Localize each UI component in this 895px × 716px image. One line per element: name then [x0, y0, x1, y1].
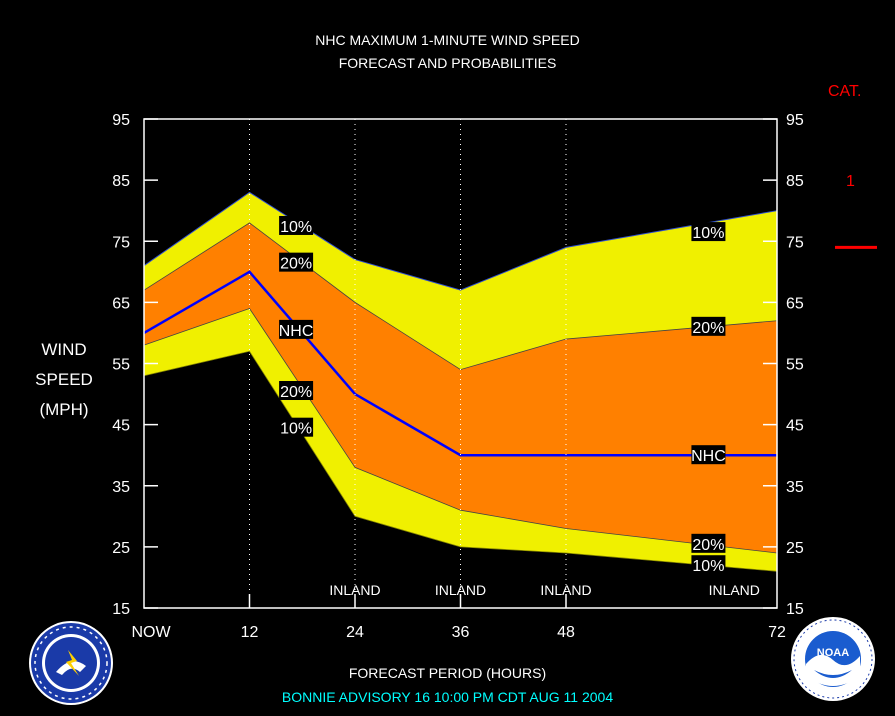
y-tick-label-left: 95 [112, 112, 130, 129]
y-tick-label-right: 25 [786, 540, 804, 557]
series-label-box [279, 215, 314, 235]
series-line-lower-10 [143, 350, 778, 572]
series-line-lower-20 [143, 308, 778, 554]
band-20pct [144, 222, 777, 553]
inland-label: INLAND [709, 582, 760, 598]
series-label: 20% [692, 537, 724, 554]
series-label-box [691, 533, 726, 553]
y-tick-label-left: 75 [112, 234, 130, 251]
x-tick-label: 72 [768, 624, 786, 641]
y-axis-label: (MPH) [39, 400, 88, 419]
noaa-logo: NOAA [790, 616, 876, 707]
series-label: 20% [280, 384, 312, 401]
chart-title-line1: NHC MAXIMUM 1-MINUTE WIND SPEED [315, 32, 580, 48]
category-value: 1 [846, 173, 855, 190]
y-tick-label-right: 45 [786, 418, 804, 435]
series-label-box [279, 319, 314, 339]
y-tick-label-left: 15 [112, 601, 130, 618]
series-line-nhc [143, 270, 777, 457]
series-label-box [691, 555, 726, 575]
series-label: NHC [279, 323, 314, 340]
series-label: 10% [280, 421, 312, 438]
y-axis-label: SPEED [35, 370, 93, 389]
x-axis-title: FORECAST PERIOD (HOURS) [348, 665, 547, 681]
inland-label: INLAND [540, 582, 591, 598]
series-label: 20% [280, 256, 312, 273]
y-tick-label-right: 95 [786, 112, 804, 129]
series-label-box [691, 445, 726, 465]
chart-title-line2: FORECAST AND PROBABILITIES [338, 55, 557, 71]
advisory-line: BONNIE ADVISORY 16 10:00 PM CDT AUG 11 2… [281, 689, 614, 705]
y-tick-label-left: 55 [112, 357, 130, 374]
y-tick-label-right: 75 [786, 234, 804, 251]
y-tick-label-right: 65 [786, 295, 804, 312]
series-line-upper-10 [143, 191, 778, 291]
y-tick-label-right: 15 [786, 601, 804, 618]
y-axis-label: WIND [41, 340, 86, 359]
inland-label: INLAND [329, 582, 380, 598]
series-label: 20% [692, 320, 724, 337]
series-label-box [279, 252, 314, 272]
y-tick-label-left: 25 [112, 540, 130, 557]
inland-label: INLAND [435, 582, 486, 598]
y-tick-label-left: 45 [112, 418, 130, 435]
y-tick-label-left: 35 [112, 479, 130, 496]
y-tick-label-left: 85 [112, 173, 130, 190]
x-tick-label: NOW [131, 624, 171, 641]
y-tick-label-right: 85 [786, 173, 804, 190]
series-label: 10% [280, 219, 312, 236]
series-label: 10% [692, 225, 724, 242]
x-tick-label: 12 [241, 624, 259, 641]
category-header: CAT. [828, 83, 862, 100]
x-tick-label: 48 [557, 624, 575, 641]
series-line-upper-20 [143, 222, 778, 371]
y-tick-label-right: 35 [786, 479, 804, 496]
series-label: 10% [692, 558, 724, 575]
nws-logo [28, 620, 114, 711]
series-label-box [279, 417, 314, 437]
y-tick-label-right: 55 [786, 357, 804, 374]
series-label: NHC [691, 448, 726, 465]
series-label-box [691, 316, 726, 336]
x-tick-label: 24 [346, 624, 364, 641]
series-label-box [691, 222, 726, 242]
series-label-box [279, 381, 314, 401]
y-tick-label-left: 65 [112, 295, 130, 312]
svg-text:NOAA: NOAA [817, 647, 849, 659]
x-tick-label: 36 [452, 624, 470, 641]
